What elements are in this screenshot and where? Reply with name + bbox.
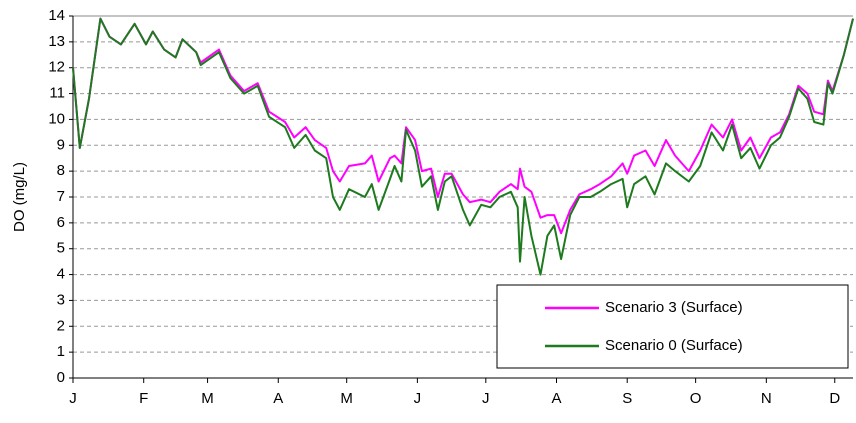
y-tick-label: 10 [48,110,65,127]
y-tick-label: 5 [57,240,65,257]
legend-label: Scenario 0 (Surface) [605,337,743,354]
series-line [72,17,854,235]
x-tick-label: J [414,390,422,407]
y-tick-label: 12 [48,59,65,76]
y-tick-label: 2 [57,317,65,334]
series-line [72,17,854,276]
x-tick-label: O [690,390,702,407]
y-tick-label: 4 [57,266,65,283]
y-tick-label: 3 [57,291,65,308]
x-tick-label: S [622,390,632,407]
legend-label: Scenario 3 (Surface) [605,299,743,316]
legend-box [496,284,849,369]
y-tick-label: 14 [48,7,65,24]
x-tick-label: M [340,390,353,407]
x-tick-label: A [552,390,562,407]
x-tick-label: M [201,390,214,407]
x-tick-label: J [482,390,490,407]
y-tick-label: 0 [57,369,65,386]
y-tick-label: 9 [57,136,65,153]
y-axis-label: DO (mg/L) [11,162,28,232]
x-tick-label: D [829,390,840,407]
y-tick-label: 8 [57,162,65,179]
y-tick-label: 7 [57,188,65,205]
y-tick-label: 1 [57,343,65,360]
x-tick-label: N [761,390,772,407]
y-tick-label: 6 [57,214,65,231]
y-tick-label: 13 [48,33,65,50]
x-tick-label: A [273,390,283,407]
x-tick-label: J [69,390,77,407]
y-tick-label: 11 [49,85,65,102]
x-tick-label: F [139,390,148,407]
